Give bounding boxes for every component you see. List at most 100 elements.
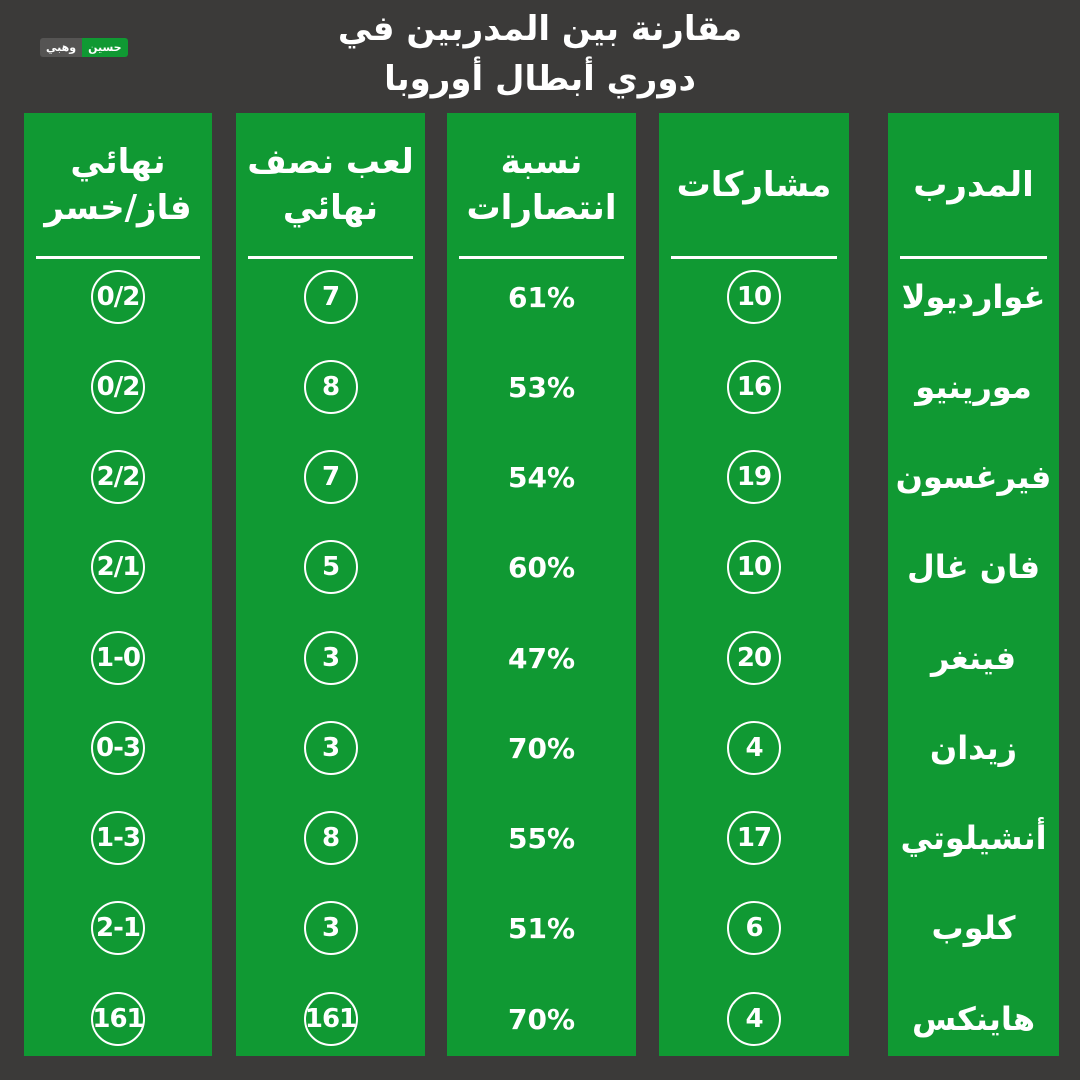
win-rate-value: 47% xyxy=(507,641,576,675)
logo-part-2: حسين xyxy=(82,38,128,57)
coach-cell: مورينيو xyxy=(888,357,1059,417)
semifinals-value: 5 xyxy=(303,540,358,594)
win-rate-value: 54% xyxy=(507,460,576,494)
win-rate-cell: 54% xyxy=(447,447,636,507)
header-semifinals: لعب نصف نهائي xyxy=(247,141,414,228)
semifinals-cell: 7 xyxy=(236,447,425,507)
logo-part-1: وهبي xyxy=(40,38,83,57)
page-title: مقارنة بين المدربين في دوري أبطال أوروبا xyxy=(0,4,1080,104)
participations-value: 10 xyxy=(727,540,781,594)
title-line-1: مقارنة بين المدربين في xyxy=(337,9,743,49)
header-divider xyxy=(671,256,837,259)
header-win-rate: نسبة انتصارات xyxy=(466,141,617,228)
win-rate-cell: 61% xyxy=(447,267,636,327)
win-rate-value: 70% xyxy=(507,731,576,765)
finals-cell: 1-3 xyxy=(24,808,212,868)
participations-cell: 4 xyxy=(659,718,849,778)
finals-value: 1-3 xyxy=(91,811,145,865)
win-rate-cell: 53% xyxy=(447,357,636,417)
finals-value: 2/2 xyxy=(91,450,145,504)
coach-value: فيرغسون xyxy=(895,458,1052,496)
coach-value: فان غال xyxy=(906,548,1041,586)
finals-value: 0/2 xyxy=(91,270,145,324)
column-participations: مشاركات 10 16 19 10 20 4 17 6 4 xyxy=(659,113,849,1056)
semifinals-value: 7 xyxy=(303,270,358,324)
finals-cell: 0/2 xyxy=(24,267,212,327)
coach-cell: زيدان xyxy=(888,718,1059,778)
finals-value: 0/2 xyxy=(91,360,145,414)
column-semifinals: لعب نصف نهائي 7 8 7 5 3 3 8 3 161 xyxy=(236,113,425,1056)
header-participations: مشاركات xyxy=(676,164,832,205)
participations-cell: 20 xyxy=(659,628,849,688)
participations-cell: 6 xyxy=(659,898,849,958)
win-rate-cell: 47% xyxy=(447,628,636,688)
semifinals-cell: 8 xyxy=(236,357,425,417)
semifinals-cell: 3 xyxy=(236,628,425,688)
column-win-rate: نسبة انتصارات 61% 53% 54% 60% 47% 70% 55% 51% 70… xyxy=(447,113,636,1056)
semifinals-value: 8 xyxy=(303,360,358,414)
semifinals-value: 3 xyxy=(303,721,358,775)
coach-cell: فيرغسون xyxy=(888,447,1059,507)
finals-value: 0-3 xyxy=(91,721,145,775)
coach-cell: فان غال xyxy=(888,537,1059,597)
coach-value: مورينيو xyxy=(915,368,1032,406)
coach-value: هاينكس xyxy=(911,1000,1036,1038)
coach-cell: أنشيلوتي xyxy=(888,808,1059,868)
column-coach: المدرب غوارديولا مورينيو فيرغسون فان غال فين… xyxy=(888,113,1059,1056)
semifinals-value: 7 xyxy=(303,450,358,504)
semifinals-value: 3 xyxy=(303,901,358,955)
header-coach: المدرب xyxy=(913,164,1034,205)
brand-logo: وهبي حسين xyxy=(40,38,128,57)
win-rate-value: 55% xyxy=(507,821,576,855)
title-line-2: دوري أبطال أوروبا xyxy=(384,59,696,99)
finals-value: 2/1 xyxy=(91,540,145,594)
participations-value: 4 xyxy=(727,721,781,775)
participations-cell: 16 xyxy=(659,357,849,417)
win-rate-value: 60% xyxy=(507,550,576,584)
coach-value: غوارديولا xyxy=(901,278,1046,316)
semifinals-value: 3 xyxy=(303,631,358,685)
participations-cell: 17 xyxy=(659,808,849,868)
finals-cell: 0/2 xyxy=(24,357,212,417)
win-rate-cell: 70% xyxy=(447,718,636,778)
coach-cell: هاينكس xyxy=(888,989,1059,1049)
finals-cell: 2/1 xyxy=(24,537,212,597)
win-rate-cell: 70% xyxy=(447,989,636,1049)
header-divider xyxy=(36,256,200,259)
participations-value: 10 xyxy=(727,270,781,324)
win-rate-cell: 60% xyxy=(447,537,636,597)
column-finals: نهائي فاز/خسر 0/2 0/2 2/2 2/1 1-0 0-3 1-3 2-1 16… xyxy=(24,113,212,1056)
win-rate-value: 51% xyxy=(507,911,576,945)
semifinals-cell: 7 xyxy=(236,267,425,327)
participations-value: 4 xyxy=(727,992,781,1046)
header-divider xyxy=(459,256,624,259)
semifinals-value: 8 xyxy=(303,811,358,865)
finals-cell: 0-3 xyxy=(24,718,212,778)
participations-value: 19 xyxy=(727,450,781,504)
win-rate-value: 53% xyxy=(507,370,576,404)
finals-value: 2-1 xyxy=(91,901,145,955)
header-divider xyxy=(900,256,1047,259)
header-divider xyxy=(248,256,413,259)
finals-value: 161 xyxy=(91,992,145,1046)
participations-value: 17 xyxy=(727,811,781,865)
semifinals-cell: 3 xyxy=(236,898,425,958)
coach-value: أنشيلوتي xyxy=(900,819,1047,857)
semifinals-value: 161 xyxy=(303,992,358,1046)
participations-cell: 10 xyxy=(659,537,849,597)
win-rate-value: 61% xyxy=(507,280,576,314)
participations-cell: 19 xyxy=(659,447,849,507)
semifinals-cell: 5 xyxy=(236,537,425,597)
win-rate-cell: 51% xyxy=(447,898,636,958)
participations-cell: 10 xyxy=(659,267,849,327)
participations-value: 20 xyxy=(727,631,781,685)
semifinals-cell: 3 xyxy=(236,718,425,778)
finals-cell: 1-0 xyxy=(24,628,212,688)
win-rate-value: 70% xyxy=(507,1002,576,1036)
participations-value: 6 xyxy=(727,901,781,955)
participations-value: 16 xyxy=(727,360,781,414)
finals-cell: 161 xyxy=(24,989,212,1049)
finals-cell: 2/2 xyxy=(24,447,212,507)
semifinals-cell: 8 xyxy=(236,808,425,868)
semifinals-cell: 161 xyxy=(236,989,425,1049)
